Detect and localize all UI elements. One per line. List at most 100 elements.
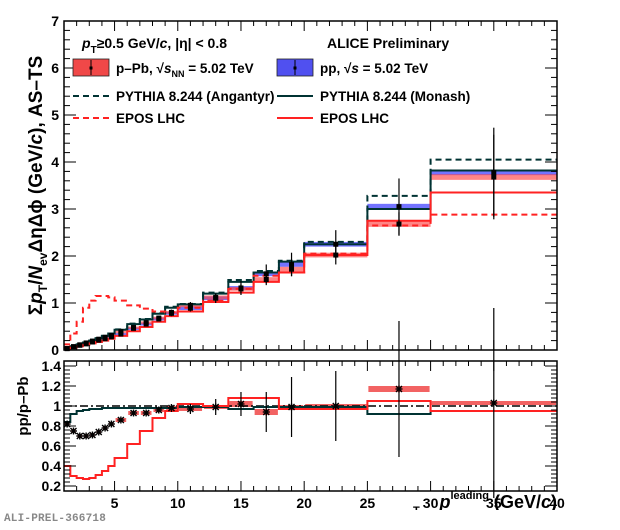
xlabel-sub: T [413,505,420,510]
main-ytick-label: 7 [51,13,59,29]
pp-data-point-marker [238,285,244,291]
x-axis-label: pleading (GeV/c) [438,490,557,510]
main-ytick-label: 1 [51,295,59,311]
legend-entry-pp_data: pp, √s = 5.02 TeV [276,58,428,77]
main-ytick-label: 6 [51,60,59,76]
ratio-data-point-marker [237,400,245,408]
annotation-alice-preliminary: ALICE Preliminary [327,35,449,51]
cut-rest2: , |η| < 0.8 [167,35,227,51]
ratio-data-point-marker [82,432,90,440]
main-frame [63,20,558,351]
xtick-label: 20 [296,495,312,510]
xlabel-rest2: ) [551,492,557,510]
xlabel-c: c [541,492,551,510]
ratio-data-point-marker [142,409,150,417]
ratio-data-point-marker [101,424,109,432]
ylabel-tail: ), AS–TS [26,56,47,134]
ratio-ytick-label: 1 [53,398,61,414]
ylabel-slash: / [26,279,47,285]
ratio-data-point-marker [88,431,96,439]
main-ytick-label: 4 [51,154,59,170]
figure-id-label: ALI-PREL-366718 [4,513,107,525]
pp-data-point-marker [263,271,269,277]
legend-label-part: pp, √ [320,61,352,76]
ratio-data-point-marker [490,399,498,407]
pp-data-point-marker [96,337,102,343]
pp-data-point-marker [289,261,295,267]
legend-label: pp, √s = 5.02 TeV [320,61,428,76]
legend-entry-ppb_data: p–Pb, √sNN = 5.02 TeV [72,58,254,79]
pp-data-point-marker [333,241,339,247]
ratio-ytick-label: 1.2 [42,378,62,394]
xtick-label: 25 [360,495,376,510]
legend-label-s: s [351,61,359,76]
ratio-ytick-label: 0.8 [42,418,62,434]
ylabel-n: N [26,265,47,280]
ratio-data-point-marker [69,427,77,435]
pp-data-point-marker [168,310,174,316]
legend-entry-epos_pp: EPOS LHC [277,111,389,126]
pp-data-point-marker [83,341,89,347]
ratio-data-point-marker [395,385,403,393]
xtick-label: 30 [423,495,439,510]
cut-rest1: ≥0.5 GeV/ [97,35,160,51]
main-ytick-label: 2 [51,248,59,264]
pp-data-point-marker [77,342,83,348]
legend-entry-angantyr: PYTHIA 8.244 (Angantyr) [73,89,275,104]
annotation-kinematic-cuts: pT≥0.5 GeV/c, |η| < 0.8 [81,35,227,56]
ratio-data-point-marker [76,432,84,440]
legend-entry-epos_ppb: EPOS LHC [73,111,185,126]
ylabel-p: p [26,292,47,305]
ratio-ytick-label: 0.4 [42,458,62,474]
ratio-data-point-marker [186,405,194,413]
xlabel-sup: leading [450,490,489,502]
ylabel-rest: ΔηΔϕ (GeV/ [26,144,47,253]
pp-data-point-marker [64,346,70,352]
ylabel-n-sub: ev [36,252,50,266]
main-ytick-label: 5 [51,107,59,123]
ratio-panel: 0.2 0.4 0.6 0.8 1 1.2 1.4 5 10 15 20 25 30 35 40 pp/p–P… [15,308,565,510]
ratio-frame [63,360,558,492]
xtick-label: 10 [170,495,186,510]
legend-entry-monash: PYTHIA 8.244 (Monash) [277,89,470,104]
series-ratio_pythia [64,406,557,423]
ylabel-sigma: Σ [26,304,47,315]
legend: p–Pb, √sNN = 5.02 TeV pp, √s = 5.02 TeVPY… [72,58,470,126]
pp-data-point-marker [156,316,162,322]
ratio-data-point-marker [212,403,220,411]
ratio-data-point-marker [130,409,138,417]
legend-label-sub: NN [171,69,184,79]
ratio-y-axis-label: pp/p–Pb [15,376,32,435]
legend-label: PYTHIA 8.244 (Monash) [320,89,470,104]
legend-swatch-marker [293,66,297,70]
legend-label-part: = 5.02 TeV [359,61,428,76]
pp-data-point-marker [396,204,402,210]
xtick-label: 5 [111,495,119,510]
series-monash [64,169,557,350]
ratio-ytick-label: 0.2 [42,478,62,494]
main-ytick-label: 0 [51,342,59,358]
ylabel-c: c [26,133,47,144]
pp-data-point-marker [143,321,149,327]
legend-label-s: s [164,61,172,76]
series-ratio_epos [64,397,557,480]
legend-label: PYTHIA 8.244 (Angantyr) [116,89,275,104]
xlabel-rest1: (GeV/ [489,492,541,510]
pp-data-point-marker [491,169,497,175]
pp-data-point-marker [131,325,137,331]
ratio-ytick-label: 1.4 [42,358,62,374]
xtick-label: 35 [486,495,502,510]
pp-data-point-marker [108,334,114,340]
ratio-data-point-marker [288,403,296,411]
xtick-label: 15 [233,495,249,510]
pp-data-point-marker [187,305,193,311]
pp-data-point-marker [102,336,108,342]
ratio-data-point-marker [332,402,340,410]
ratio-ytick-label: 0.6 [42,438,62,454]
legend-label-part: = 5.02 TeV [184,61,253,76]
legend-label: EPOS LHC [320,111,389,126]
legend-label-sqrt: √ [157,61,165,76]
legend-label: EPOS LHC [116,111,185,126]
